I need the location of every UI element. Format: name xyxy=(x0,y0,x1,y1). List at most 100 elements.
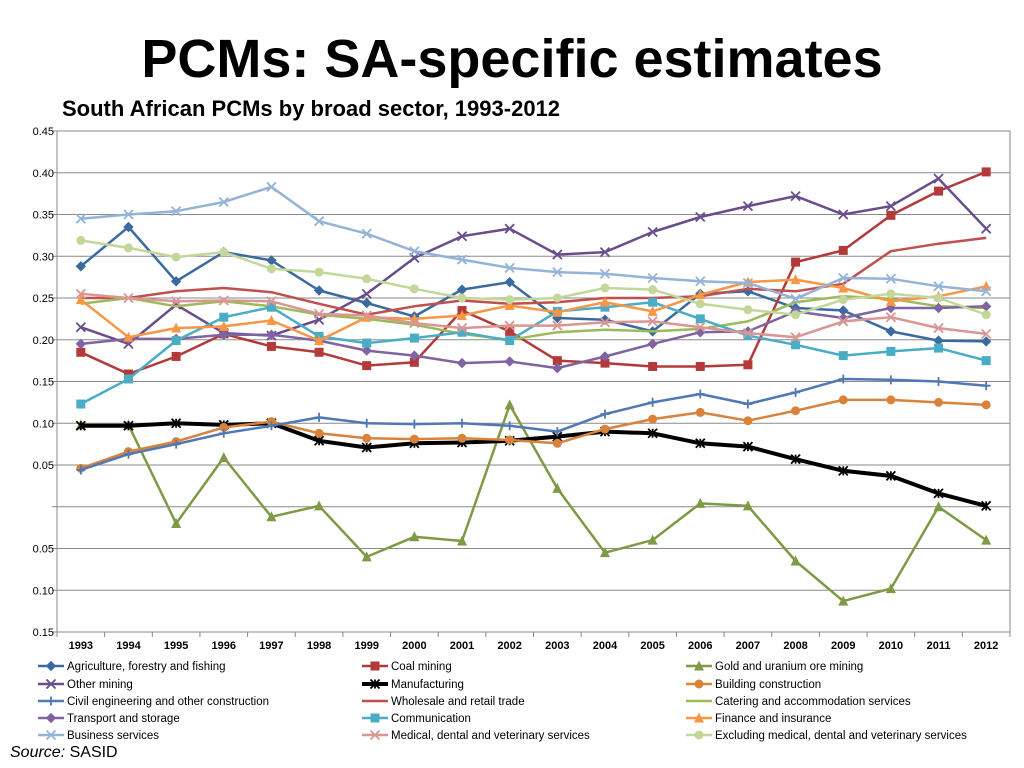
data-point xyxy=(504,262,515,274)
data-point xyxy=(742,327,754,339)
legend-item: Manufacturing xyxy=(362,678,464,691)
series-line xyxy=(80,236,987,316)
legend-label: Medical, dental and veterinary services xyxy=(391,730,590,742)
legend-label: Business services xyxy=(67,730,159,742)
series-line xyxy=(80,305,987,370)
series-13 xyxy=(75,181,992,304)
legend-label: Civil engineering and other construction xyxy=(67,696,269,708)
data-point xyxy=(838,272,849,284)
legend-label: Manufacturing xyxy=(391,679,464,691)
data-point xyxy=(362,338,372,348)
data-point xyxy=(75,288,86,299)
data-point xyxy=(743,360,753,370)
data-point xyxy=(266,302,276,312)
y-tick-label: 0.15 xyxy=(33,377,54,389)
data-point xyxy=(75,213,86,224)
x-tick-label: 1993 xyxy=(69,640,93,652)
data-point xyxy=(885,201,897,212)
data-point xyxy=(552,438,562,448)
data-point xyxy=(552,249,563,260)
legend-label: Gold and uranium ore mining xyxy=(715,661,863,673)
series-line xyxy=(80,398,987,470)
legend-item: Agriculture, forestry and fishing xyxy=(38,660,226,673)
data-point xyxy=(599,317,611,328)
series-line xyxy=(80,403,987,603)
data-point xyxy=(599,246,611,258)
data-point xyxy=(981,328,992,340)
data-point xyxy=(885,295,896,306)
data-point xyxy=(838,316,849,327)
data-point xyxy=(600,302,610,312)
data-point xyxy=(123,243,133,253)
data-point xyxy=(505,295,515,305)
data-point xyxy=(313,308,325,320)
data-point xyxy=(742,500,753,511)
data-point xyxy=(648,397,658,407)
data-point xyxy=(314,347,324,357)
data-point xyxy=(171,517,182,528)
x-tick-label: 2012 xyxy=(974,640,998,652)
y-tick-label: 0.20 xyxy=(33,335,54,347)
data-point xyxy=(314,267,324,277)
data-point xyxy=(504,320,515,331)
data-point xyxy=(981,500,992,512)
x-tick-label: 2001 xyxy=(450,640,474,652)
data-point xyxy=(123,449,133,459)
data-point xyxy=(266,296,277,307)
data-point xyxy=(361,442,372,453)
data-point xyxy=(409,357,419,367)
data-point xyxy=(790,293,801,304)
series-2 xyxy=(76,167,991,379)
data-point xyxy=(980,301,992,312)
legend-label: Wholesale and retail trade xyxy=(391,696,525,708)
data-point xyxy=(885,312,897,323)
data-point xyxy=(362,274,372,284)
data-point xyxy=(170,276,182,287)
data-point xyxy=(409,317,420,329)
x-tick-label: 2010 xyxy=(879,640,903,652)
data-point xyxy=(456,322,468,334)
data-point xyxy=(266,181,277,193)
data-point xyxy=(648,361,658,371)
data-point xyxy=(361,345,372,356)
series-line xyxy=(80,292,987,339)
data-point xyxy=(552,320,563,331)
data-point xyxy=(171,322,182,333)
data-point xyxy=(838,595,849,606)
legend-marker xyxy=(369,729,381,741)
data-point xyxy=(647,338,658,350)
data-point xyxy=(457,310,468,321)
data-point xyxy=(219,422,229,432)
data-point xyxy=(933,488,944,499)
data-point xyxy=(742,201,754,212)
data-point xyxy=(790,274,801,285)
data-point xyxy=(647,534,658,545)
data-point xyxy=(313,285,325,296)
series-15 xyxy=(76,235,991,320)
data-point xyxy=(791,340,801,350)
data-point xyxy=(552,362,563,374)
data-point xyxy=(647,316,658,327)
data-point xyxy=(361,310,372,321)
data-point xyxy=(599,268,611,279)
data-point xyxy=(361,288,372,299)
data-point xyxy=(504,276,515,288)
series-line xyxy=(80,377,987,472)
data-point xyxy=(313,435,325,446)
data-point xyxy=(219,247,229,257)
data-point xyxy=(552,293,562,303)
data-point xyxy=(647,428,658,439)
data-point xyxy=(504,399,515,410)
data-point xyxy=(456,357,468,369)
legend-marker xyxy=(694,660,704,671)
data-point xyxy=(838,351,848,361)
data-point xyxy=(886,346,896,356)
data-point xyxy=(361,551,372,562)
legend-item: Communication xyxy=(362,713,471,725)
series-line xyxy=(80,421,987,508)
data-point xyxy=(647,272,658,284)
data-point xyxy=(743,399,753,409)
data-point xyxy=(76,347,86,357)
legend-item: Coal mining xyxy=(362,661,452,673)
legend-label: Other mining xyxy=(67,679,133,691)
